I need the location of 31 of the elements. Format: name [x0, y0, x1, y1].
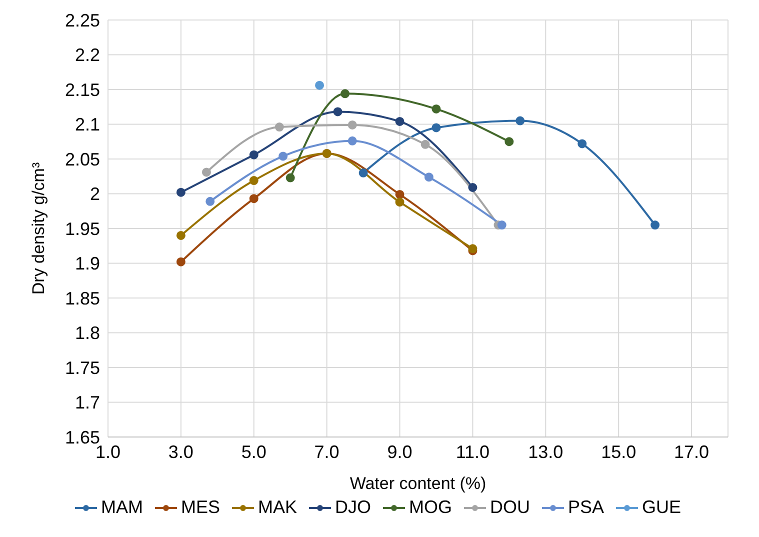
legend-label: MAK — [256, 497, 297, 518]
y-tick-label: 2 — [90, 184, 100, 204]
y-tick-label: 2.1 — [74, 114, 100, 135]
y-tick-label: 1.95 — [64, 218, 100, 239]
legend-label: MOG — [408, 497, 452, 518]
x-tick-label: 11.0 — [456, 442, 490, 462]
x-tick-label: 17.0 — [674, 442, 710, 462]
y-tick-label: 1.7 — [74, 392, 100, 413]
y-tick-label: 1.9 — [74, 254, 100, 274]
legend-label: DOU — [488, 497, 530, 518]
y-tick-label: 2.15 — [64, 80, 100, 100]
x-tick-label: 9.0 — [387, 442, 412, 462]
x-axis-title: Water content (%) — [350, 474, 486, 493]
legend-label: GUE — [641, 497, 682, 518]
y-tick-label: 1.65 — [64, 427, 100, 448]
x-tick-label: 3.0 — [168, 442, 194, 462]
legend-label: MES — [180, 497, 220, 518]
y-tick-label: 1.75 — [64, 358, 100, 378]
y-tick-label: 1.85 — [64, 288, 100, 308]
y-tick-label: 1.8 — [74, 323, 100, 344]
legend-label: PSA — [566, 497, 604, 518]
y-tick-label: 2.2 — [74, 45, 100, 66]
x-tick-label: 7.0 — [314, 442, 340, 462]
legend-label: DJO — [334, 497, 371, 518]
legend-label: MAM — [100, 497, 143, 518]
x-tick-label: 13.0 — [528, 442, 564, 462]
x-tick-label: 15.0 — [601, 442, 636, 462]
y-tick-label: 2.25 — [64, 10, 100, 30]
x-tick-label: 5.0 — [241, 442, 266, 462]
y-tick-label: 2.05 — [64, 149, 100, 170]
y-axis-title: Dry density g/cm³ — [29, 162, 48, 295]
